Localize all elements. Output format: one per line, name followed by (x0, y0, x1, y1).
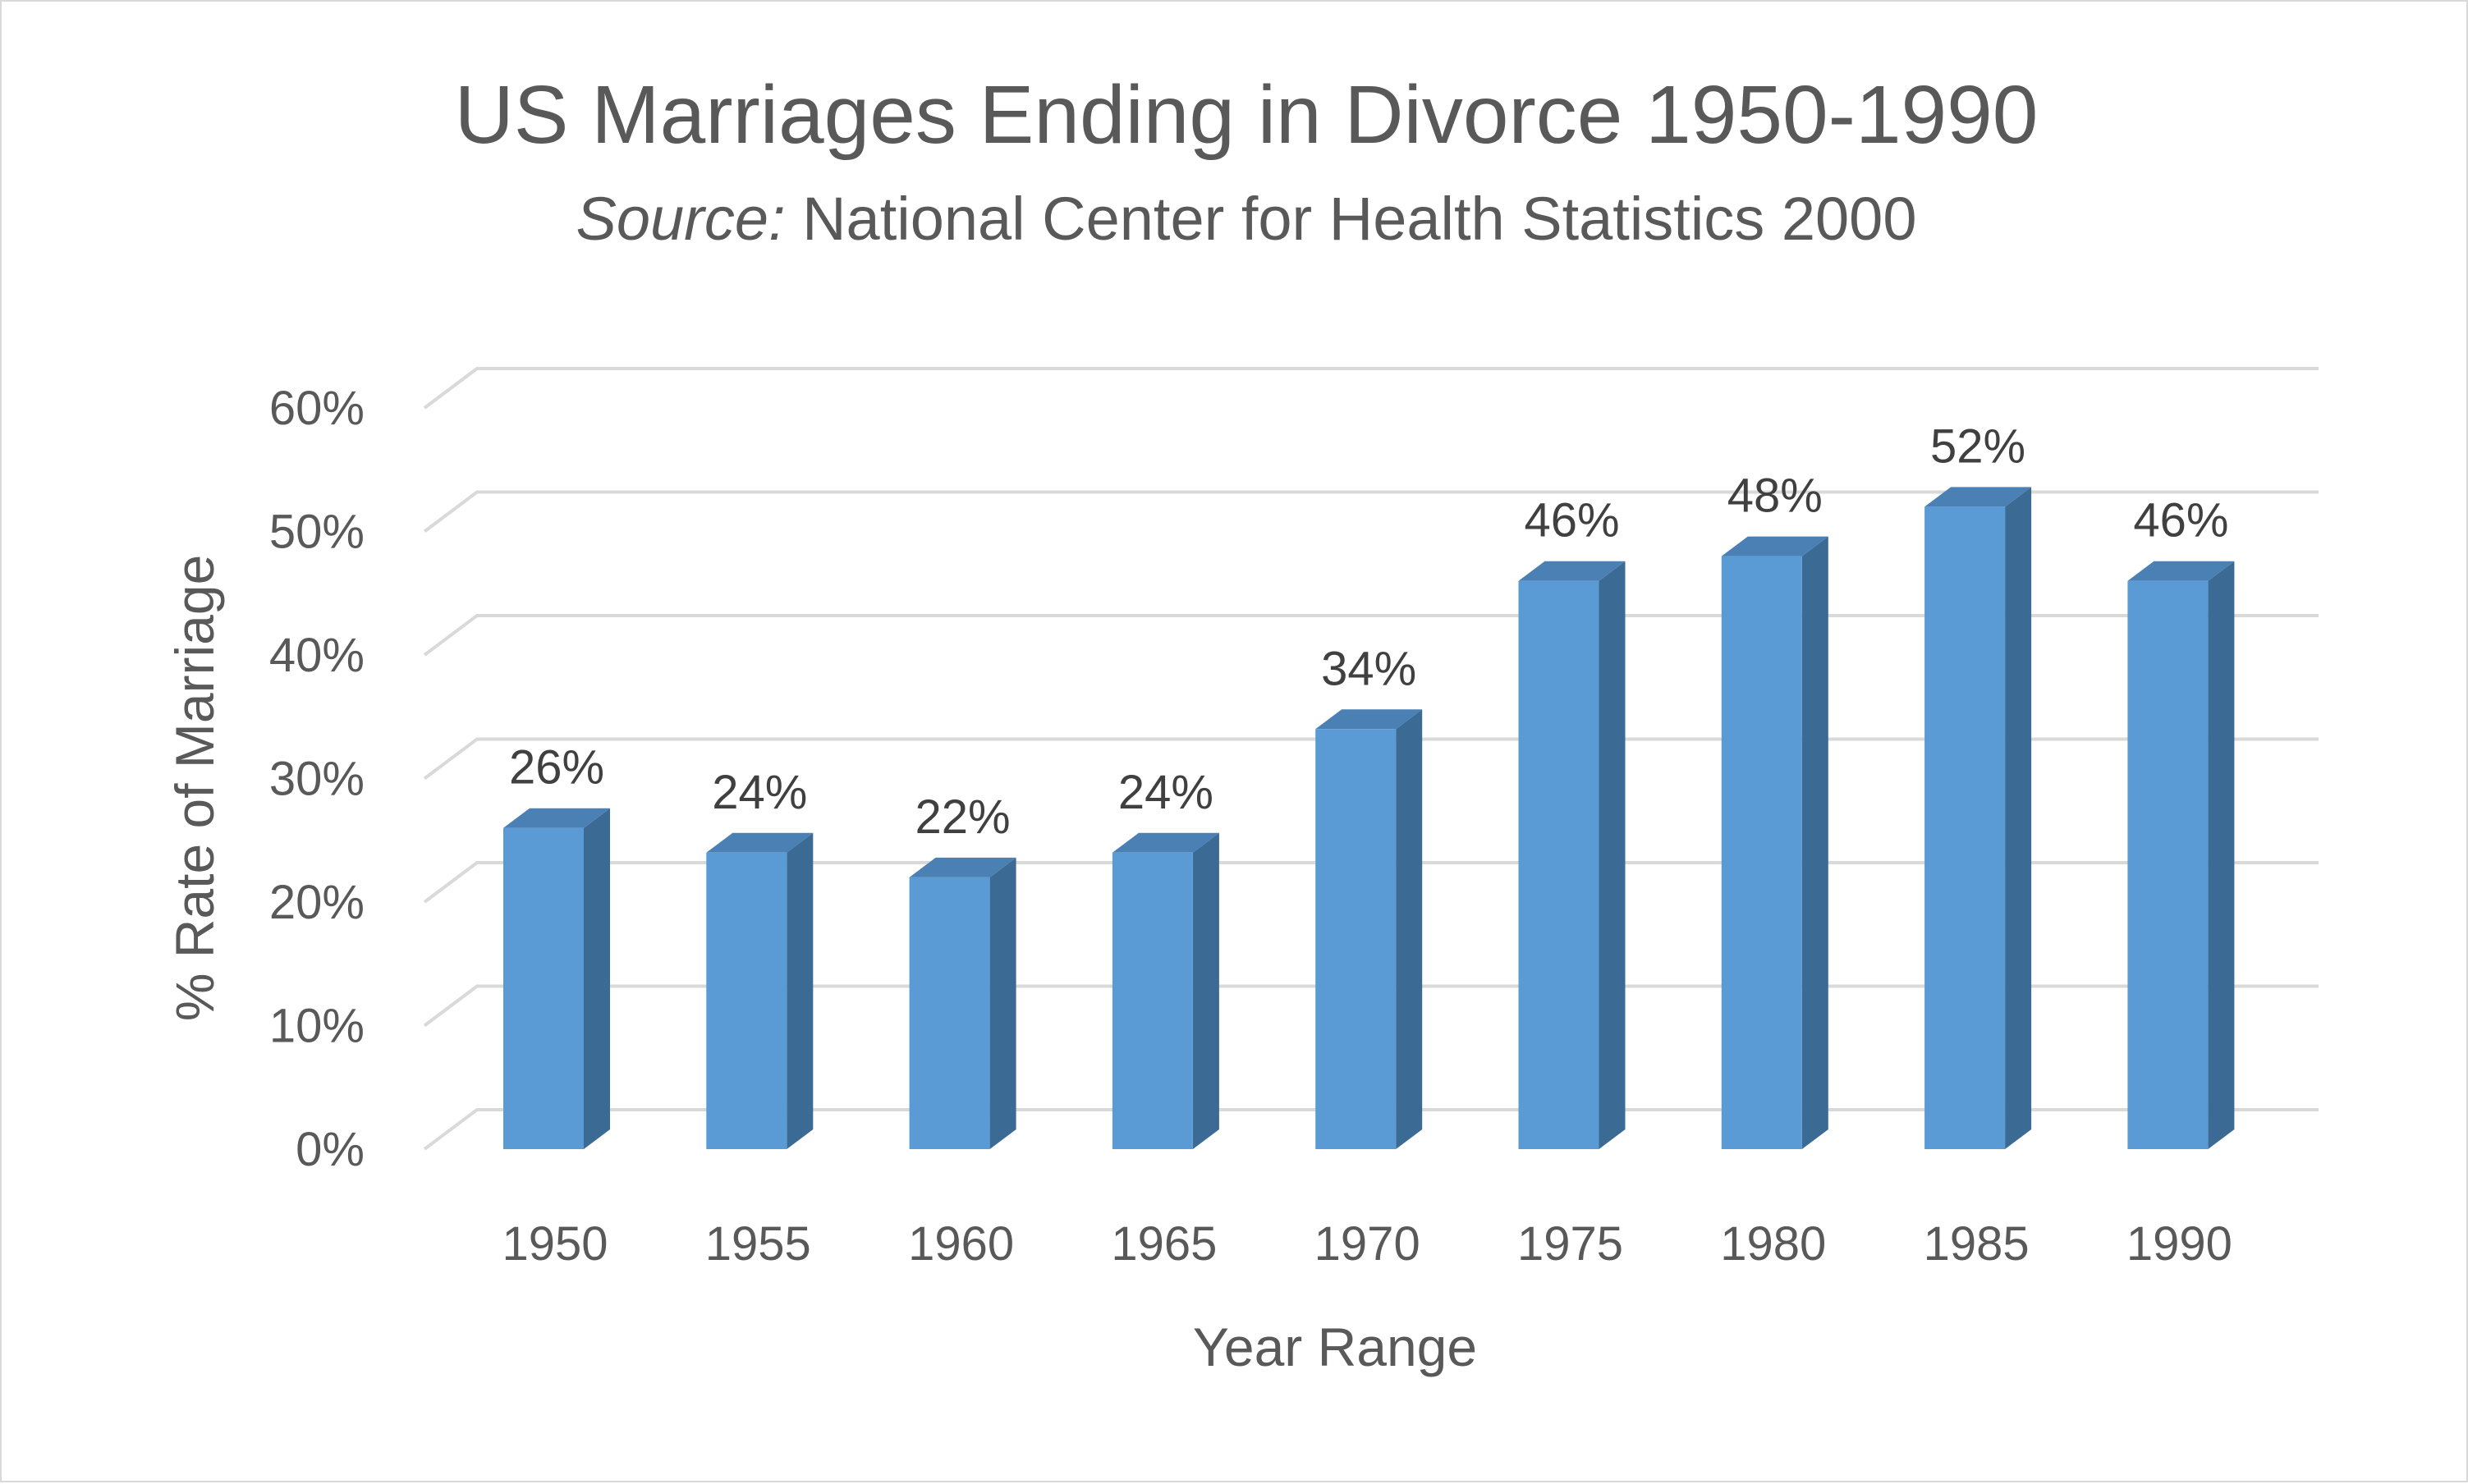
bar-front (1315, 729, 1397, 1149)
bar-side (1801, 536, 1828, 1149)
bar-front (1112, 852, 1193, 1149)
x-tick-label: 1970 (1314, 1217, 1420, 1271)
bar-front (2127, 580, 2209, 1149)
gridline-20 (423, 861, 2319, 904)
bar-top (503, 808, 610, 828)
x-tick-label: 1950 (502, 1217, 608, 1271)
bar-side (1599, 561, 1626, 1149)
bar-front (1721, 556, 1802, 1149)
x-tick-label: 1960 (908, 1217, 1014, 1271)
gridline-50 (423, 490, 2319, 534)
data-label: 52% (1930, 419, 2025, 473)
bar-1985: 52% (1924, 419, 2032, 1149)
gridline-10 (423, 984, 2319, 1028)
bar-top (1315, 709, 1423, 730)
bar-1960: 22% (909, 790, 1016, 1149)
bar-side (2005, 487, 2032, 1149)
bar-side (1396, 709, 1423, 1149)
bar-front (1924, 506, 2006, 1149)
y-axis-ticks: 0% 10% 20% 30% 40% 50% 60% (269, 382, 365, 1176)
bar-1990: 46% (2127, 494, 2235, 1149)
data-label: 26% (509, 741, 604, 795)
bar-top (1518, 561, 1626, 581)
bar-front (706, 852, 787, 1149)
x-tick-label: 1965 (1111, 1217, 1217, 1271)
bar-side (787, 832, 814, 1149)
gridline-40 (423, 614, 2319, 657)
gridline-0 (423, 1108, 2319, 1151)
bar-top (1112, 832, 1219, 853)
x-tick-label: 1985 (1924, 1217, 2030, 1271)
data-label: 22% (915, 790, 1011, 844)
bar-top (1924, 487, 2032, 507)
y-axis-title: % Rate of Marriage (164, 555, 225, 1022)
data-label: 46% (2133, 494, 2228, 547)
bar-top (2127, 561, 2235, 581)
x-axis-ticks: 1950 1955 1960 1965 1970 1975 1980 1985 1990 (502, 1217, 2232, 1271)
y-tick-label: 40% (269, 629, 365, 682)
gridlines (423, 367, 2319, 1151)
data-label: 46% (1524, 494, 1619, 547)
bar-top (909, 857, 1016, 877)
bar-front (1518, 580, 1599, 1149)
x-tick-label: 1980 (1720, 1217, 1826, 1271)
bar-1955: 24% (706, 766, 814, 1149)
bar-1950: 26% (503, 741, 610, 1149)
y-tick-label: 20% (269, 876, 365, 929)
bar-side (2208, 561, 2235, 1149)
x-axis-title: Year Range (1193, 1317, 1477, 1377)
x-tick-label: 1975 (1517, 1217, 1623, 1271)
bar-1970: 34% (1315, 642, 1423, 1149)
bar-1965: 24% (1112, 766, 1219, 1149)
subtitle-source-label: Source: (576, 185, 786, 253)
y-tick-label: 60% (269, 382, 365, 435)
data-label: 48% (1727, 469, 1823, 523)
bar-front (503, 827, 584, 1149)
data-label: 24% (712, 766, 807, 819)
x-tick-label: 1955 (705, 1217, 811, 1271)
chart-title: US Marriages Ending in Divorce 1950-1990 (455, 69, 2039, 161)
bar-side (1192, 832, 1219, 1149)
subtitle-source-name: National Center for Health Statistics 20… (786, 185, 1917, 253)
bar-1975: 46% (1518, 494, 1626, 1149)
x-tick-label: 1990 (2126, 1217, 2232, 1271)
bar-front (909, 877, 990, 1149)
bar-side (989, 857, 1016, 1149)
gridline-30 (423, 737, 2319, 781)
y-tick-label: 30% (269, 753, 365, 806)
bars: 26% 24% 22% 24% 34% 46% 48% 52% 46% (503, 419, 2235, 1149)
y-tick-label: 50% (269, 506, 365, 559)
y-tick-label: 10% (269, 1000, 365, 1053)
bar-side (584, 808, 610, 1149)
data-label: 24% (1118, 766, 1213, 819)
y-tick-label: 0% (296, 1123, 365, 1176)
data-label: 34% (1321, 642, 1416, 695)
bar-1980: 48% (1721, 469, 1828, 1149)
bar-top (706, 832, 814, 853)
chart-subtitle: Source: National Center for Health Stati… (576, 185, 1917, 253)
gridline-60 (423, 367, 2319, 410)
bar-top (1721, 536, 1828, 556)
